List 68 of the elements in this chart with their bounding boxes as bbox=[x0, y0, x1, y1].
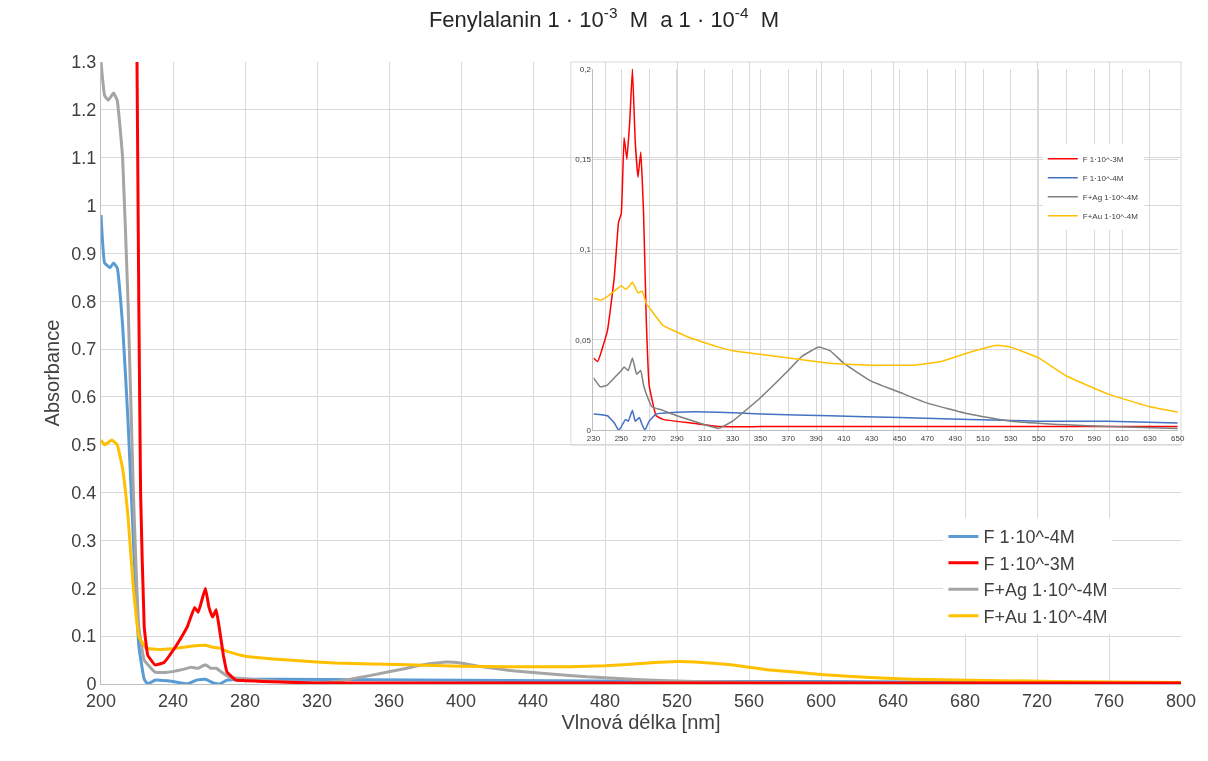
y-axis-title: Absorbance bbox=[40, 319, 63, 427]
x-tick-label: 450 bbox=[892, 433, 907, 443]
legend-label: F 1·10^-4M bbox=[983, 527, 1075, 548]
x-tick-label: 630 bbox=[1143, 433, 1158, 443]
x-tick-label: 430 bbox=[865, 433, 879, 443]
x-tick-label: 230 bbox=[586, 433, 601, 443]
y-tick-label: 0.6 bbox=[71, 387, 97, 408]
x-tick-label: 760 bbox=[1093, 690, 1125, 711]
y-tick-label: 0 bbox=[586, 426, 592, 436]
y-tick-label: 1.2 bbox=[71, 100, 97, 121]
x-tick-label: 310 bbox=[698, 433, 712, 443]
y-tick-label: 0.8 bbox=[71, 291, 97, 312]
x-tick-label: 330 bbox=[725, 433, 740, 443]
y-tick-label: 0,2 bbox=[579, 64, 592, 74]
x-tick-label: 390 bbox=[809, 433, 824, 443]
x-tick-label: 360 bbox=[373, 690, 405, 711]
legend-label: F 1·10^-3M bbox=[983, 553, 1075, 574]
x-tick-label: 720 bbox=[1021, 690, 1053, 711]
y-tick-label: 0,15 bbox=[575, 154, 592, 164]
chart-title: Fenylalanin 1 · 10$^{-3}$ M a 1 · 10$^{-4}$ M bbox=[428, 3, 780, 32]
x-tick-label: 550 bbox=[1031, 433, 1046, 443]
legend-label: F+Au 1·10^-4M bbox=[1082, 211, 1139, 221]
x-axis-title: Vlnová délka [nm] bbox=[561, 710, 721, 733]
legend-label: F 1·10^-3M bbox=[1082, 154, 1124, 164]
x-tick-label: 320 bbox=[301, 690, 333, 711]
legend-label: F+Au 1·10^-4M bbox=[983, 606, 1108, 627]
x-tick-label: 570 bbox=[1059, 433, 1074, 443]
x-tick-label: 410 bbox=[837, 433, 852, 443]
y-tick-label: 0.2 bbox=[71, 578, 97, 599]
x-tick-label: 800 bbox=[1165, 690, 1197, 711]
x-tick-label: 510 bbox=[976, 433, 991, 443]
x-tick-label: 640 bbox=[877, 690, 909, 711]
legend-label: F+Ag 1·10^-4M bbox=[1082, 192, 1139, 202]
line-series bbox=[593, 68, 1178, 428]
x-tick-label: 350 bbox=[753, 433, 768, 443]
y-tick-label: 0.9 bbox=[71, 243, 97, 264]
line-series bbox=[593, 281, 1178, 413]
x-tick-label: 280 bbox=[229, 690, 261, 711]
x-tick-label: 270 bbox=[642, 433, 657, 443]
y-tick-label: 0.1 bbox=[71, 626, 97, 647]
x-tick-label: 470 bbox=[920, 433, 935, 443]
y-tick-label: 0,05 bbox=[575, 335, 592, 345]
x-tick-label: 650 bbox=[1171, 433, 1185, 443]
y-tick-label: 0,1 bbox=[579, 245, 592, 255]
x-tick-label: 680 bbox=[949, 690, 981, 711]
x-tick-label: 590 bbox=[1087, 433, 1102, 443]
y-tick-label: 0.5 bbox=[71, 435, 97, 456]
x-tick-label: 290 bbox=[670, 433, 685, 443]
y-tick-label: 0.3 bbox=[71, 530, 97, 551]
x-tick-label: 490 bbox=[948, 433, 963, 443]
y-tick-label: 1.1 bbox=[71, 147, 97, 168]
x-tick-label: 600 bbox=[805, 690, 837, 711]
y-tick-label: 1 bbox=[86, 195, 97, 216]
x-tick-label: 560 bbox=[733, 690, 765, 711]
x-tick-label: 370 bbox=[781, 433, 796, 443]
x-tick-label: 440 bbox=[517, 690, 549, 711]
y-tick-label: 0.7 bbox=[71, 339, 97, 360]
x-tick-label: 530 bbox=[1004, 433, 1019, 443]
legend-label: F 1·10^-4M bbox=[1082, 173, 1124, 183]
x-tick-label: 480 bbox=[589, 690, 621, 711]
x-tick-label: 250 bbox=[614, 433, 629, 443]
y-tick-label: 1.3 bbox=[71, 52, 97, 73]
y-tick-label: 0.4 bbox=[71, 482, 97, 503]
x-tick-label: 240 bbox=[157, 690, 189, 711]
legend-label: F+Ag 1·10^-4M bbox=[983, 580, 1108, 601]
x-tick-label: 400 bbox=[445, 690, 477, 711]
x-tick-label: 520 bbox=[661, 690, 693, 711]
x-tick-label: 610 bbox=[1115, 433, 1130, 443]
